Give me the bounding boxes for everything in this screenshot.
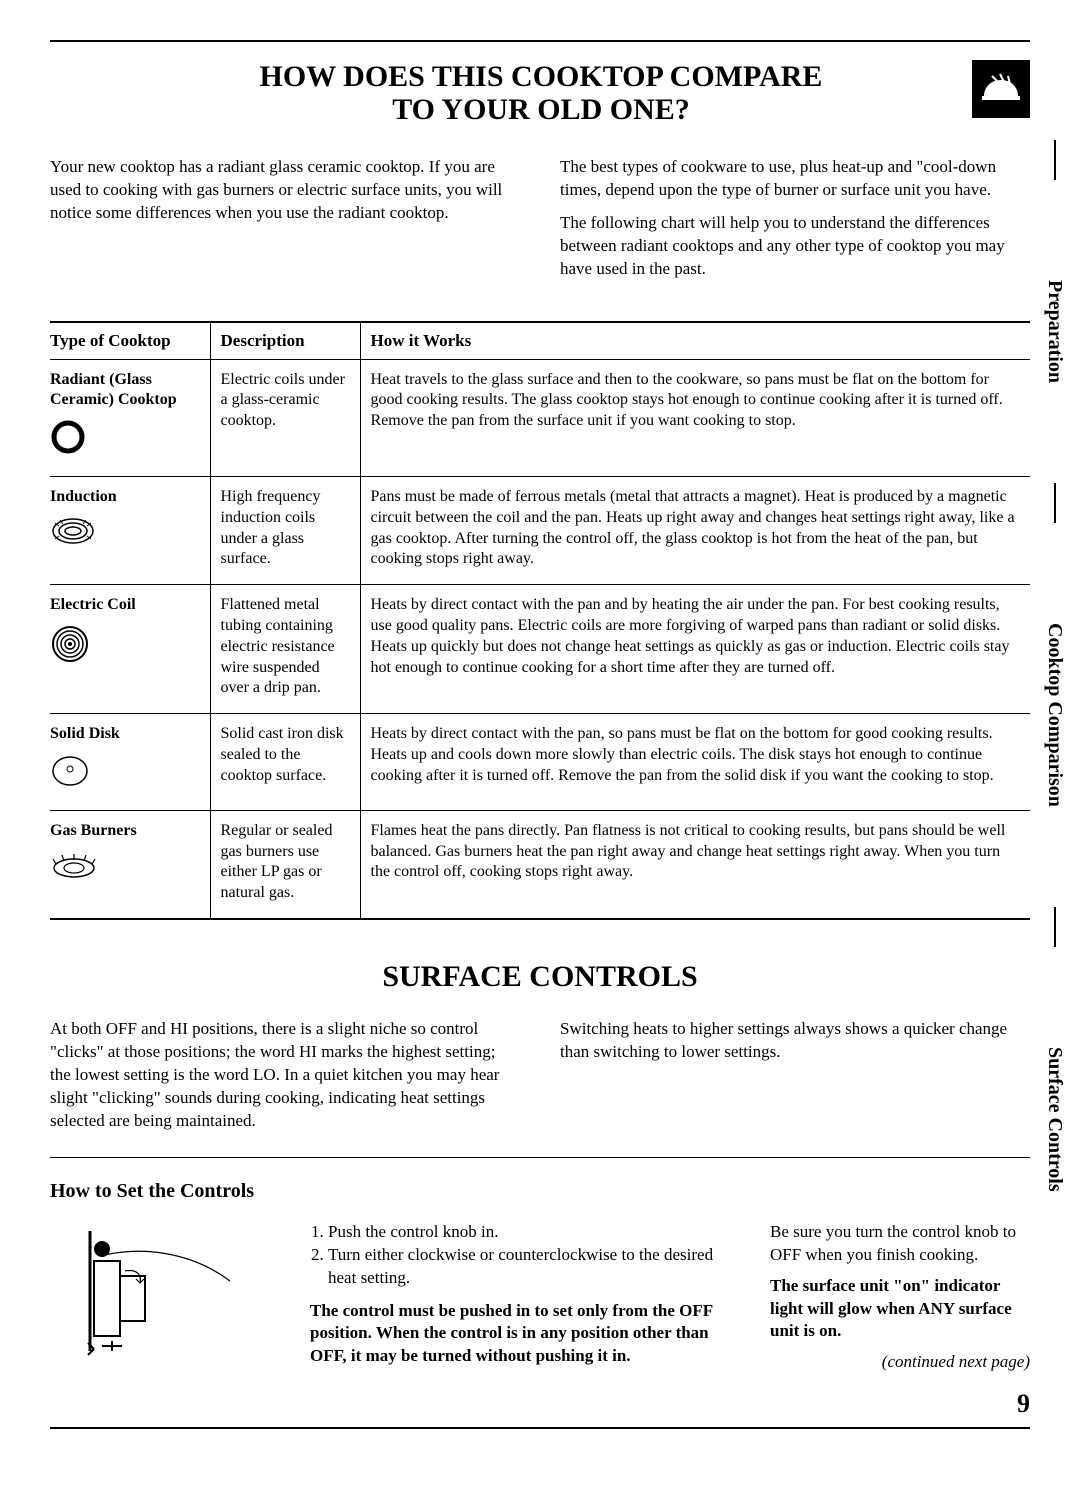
- surface-rule: [50, 1157, 1030, 1158]
- page-number: 9: [770, 1386, 1030, 1421]
- howset-right: Be sure you turn the control knob to OFF…: [770, 1221, 1030, 1422]
- pot-icon: [972, 60, 1030, 118]
- side-index-labels: Preparation Cooktop Comparison Surface C…: [1043, 140, 1066, 1192]
- title-block: HOW DOES THIS COOKTOP COMPARE TO YOUR OL…: [50, 60, 1030, 126]
- radiant-icon: [50, 419, 196, 462]
- solid-disk-icon: [50, 753, 196, 796]
- howset-right1: Be sure you turn the control knob to OFF…: [770, 1221, 1030, 1267]
- row0-how: Heat travels to the glass surface and th…: [360, 359, 1030, 476]
- howset-mid-bold: The control must be pushed in to set onl…: [310, 1300, 740, 1369]
- table-row: Electric Coil Flattened metal tubing con…: [50, 585, 1030, 714]
- row4-how: Flames heat the pans directly. Pan flatn…: [360, 810, 1030, 919]
- table-row: Gas Burners Regular or sealed gas burner…: [50, 810, 1030, 919]
- comparison-table: Type of Cooktop Description How it Works…: [50, 321, 1030, 920]
- table-row: Induction High frequency induction coils…: [50, 477, 1030, 585]
- row1-type: Induction: [50, 487, 196, 508]
- table-row: Solid Disk Solid cast iron disk sealed t…: [50, 714, 1030, 811]
- title-text: HOW DOES THIS COOKTOP COMPARE TO YOUR OL…: [50, 60, 972, 126]
- induction-icon: [50, 516, 196, 553]
- top-rule: [50, 40, 1030, 42]
- surface-controls-title: SURFACE CONTROLS: [50, 960, 1030, 994]
- table-row: Radiant (Glass Ceramic) Cooktop Electric…: [50, 359, 1030, 476]
- th-desc: Description: [210, 322, 360, 360]
- side-rule-c: [1054, 907, 1056, 947]
- side-label-surface: Surface Controls: [1043, 1047, 1066, 1192]
- howset-step2: Turn either clockwise or counterclockwis…: [328, 1244, 740, 1290]
- row4-desc: Regular or sealed gas burners use either…: [210, 810, 360, 919]
- howset-title: How to Set the Controls: [50, 1180, 1030, 1203]
- gas-burner-icon: [50, 850, 196, 887]
- howset-step1: Push the control knob in.: [328, 1221, 740, 1244]
- continued-text: (continued next page): [770, 1351, 1030, 1374]
- row1-desc: High frequency induction coils under a g…: [210, 477, 360, 585]
- row1-how: Pans must be made of ferrous metals (met…: [360, 477, 1030, 585]
- row2-desc: Flattened metal tubing containing electr…: [210, 585, 360, 714]
- row4-type: Gas Burners: [50, 821, 196, 842]
- howset-block: Push the control knob in. Turn either cl…: [50, 1221, 1030, 1422]
- intro-right: The best types of cookware to use, plus …: [560, 156, 1030, 291]
- row0-desc: Electric coils under a glass-ceramic coo…: [210, 359, 360, 476]
- surface-left: At both OFF and HI positions, there is a…: [50, 1018, 520, 1133]
- intro-left: Your new cooktop has a radiant glass cer…: [50, 156, 520, 291]
- bottom-rule: [50, 1427, 1030, 1429]
- th-how: How it Works: [360, 322, 1030, 360]
- row0-type: Radiant (Glass Ceramic) Cooktop: [50, 370, 196, 412]
- title-line1: HOW DOES THIS COOKTOP COMPARE: [110, 60, 972, 93]
- intro-right-p2: The following chart will help you to und…: [560, 212, 1030, 281]
- surface-right: Switching heats to higher settings alway…: [560, 1018, 1030, 1133]
- side-label-preparation: Preparation: [1043, 280, 1066, 383]
- row3-how: Heats by direct contact with the pan, so…: [360, 714, 1030, 811]
- side-rule-a: [1054, 140, 1056, 180]
- th-type: Type of Cooktop: [50, 322, 210, 360]
- side-label-comparison: Cooktop Comparison: [1043, 623, 1066, 807]
- howset-mid: Push the control knob in. Turn either cl…: [310, 1221, 740, 1422]
- row2-how: Heats by direct contact with the pan and…: [360, 585, 1030, 714]
- intro-right-p1: The best types of cookware to use, plus …: [560, 156, 1030, 202]
- electric-coil-icon: [50, 624, 196, 671]
- row3-desc: Solid cast iron disk sealed to the cookt…: [210, 714, 360, 811]
- side-rule-b: [1054, 483, 1056, 523]
- howset-right-bold: The surface unit "on" indicator light wi…: [770, 1275, 1030, 1344]
- control-knob-illustration: [50, 1221, 280, 1422]
- intro-columns: Your new cooktop has a radiant glass cer…: [50, 156, 1030, 291]
- surface-columns: At both OFF and HI positions, there is a…: [50, 1018, 1030, 1133]
- row2-type: Electric Coil: [50, 595, 196, 616]
- row3-type: Solid Disk: [50, 724, 196, 745]
- title-line2: TO YOUR OLD ONE?: [110, 93, 972, 126]
